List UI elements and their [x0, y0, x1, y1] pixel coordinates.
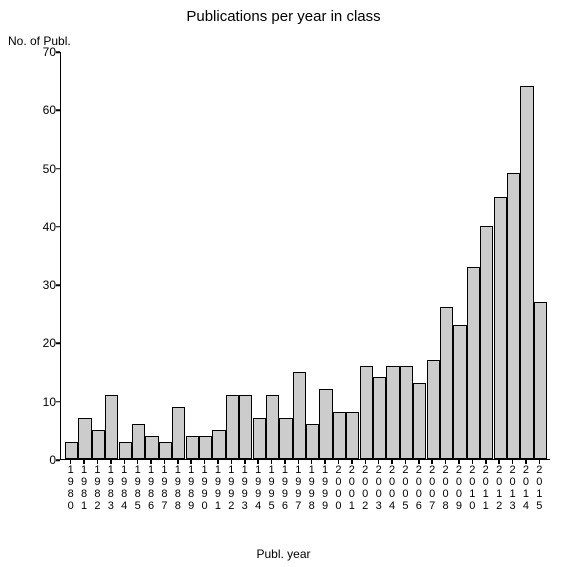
bar — [199, 436, 212, 459]
xtick-label: 1 9 9 6 — [278, 464, 291, 512]
bar — [386, 366, 399, 459]
bar — [467, 267, 480, 459]
xtick-label: 1 9 9 1 — [211, 464, 224, 512]
xtick-label: 1 9 9 0 — [198, 464, 211, 512]
xtick-label: 2 0 0 9 — [452, 464, 465, 512]
xtick-label: 2 0 1 3 — [506, 464, 519, 512]
publications-bar-chart: Publications per year in class No. of Pu… — [0, 0, 567, 567]
xtick-label: 1 9 8 0 — [64, 464, 77, 512]
bar — [293, 372, 306, 459]
bar — [453, 325, 466, 459]
bar — [494, 197, 507, 459]
bar — [440, 307, 453, 459]
ytick-label: 10 — [30, 395, 56, 409]
xtick-label: 2 0 1 4 — [519, 464, 532, 512]
bar — [427, 360, 440, 459]
bar — [306, 424, 319, 459]
xtick-label: 2 0 0 7 — [426, 464, 439, 512]
ytick-mark — [56, 226, 60, 228]
ytick-label: 20 — [30, 336, 56, 350]
xtick-label: 2 0 0 1 — [345, 464, 358, 512]
ytick-mark — [56, 343, 60, 345]
xtick-label: 2 0 1 0 — [466, 464, 479, 512]
bar — [105, 395, 118, 459]
xtick-label: 1 9 8 8 — [171, 464, 184, 512]
xtick-label: 2 0 1 5 — [533, 464, 546, 512]
bar — [373, 377, 386, 459]
bar — [65, 442, 78, 459]
ytick-label: 40 — [30, 220, 56, 234]
bar — [226, 395, 239, 459]
ytick-mark — [56, 401, 60, 403]
ytick-mark — [56, 168, 60, 170]
xtick-label: 2 0 0 6 — [412, 464, 425, 512]
bar — [186, 436, 199, 459]
bar — [520, 86, 533, 459]
xtick-label: 2 0 0 2 — [359, 464, 372, 512]
xtick-label: 1 9 8 3 — [104, 464, 117, 512]
xtick-label: 1 9 9 5 — [265, 464, 278, 512]
xtick-label: 1 9 8 9 — [185, 464, 198, 512]
bar — [346, 412, 359, 459]
ytick-label: 60 — [30, 103, 56, 117]
xtick-label: 2 0 0 8 — [439, 464, 452, 512]
xtick-label: 1 9 8 2 — [91, 464, 104, 512]
bar — [319, 389, 332, 459]
bar — [507, 173, 520, 459]
plot-area — [60, 52, 550, 460]
bar — [480, 226, 493, 459]
bar — [333, 412, 346, 459]
xtick-label: 1 9 9 4 — [251, 464, 264, 512]
chart-title: Publications per year in class — [0, 8, 567, 25]
bar — [172, 407, 185, 459]
bar — [360, 366, 373, 459]
xtick-label: 2 0 0 4 — [385, 464, 398, 512]
ytick-mark — [56, 459, 60, 461]
ytick-label: 30 — [30, 278, 56, 292]
ytick-mark — [56, 284, 60, 286]
xtick-label: 1 9 9 3 — [238, 464, 251, 512]
xtick-label: 1 9 8 6 — [144, 464, 157, 512]
xtick-label: 1 9 9 8 — [305, 464, 318, 512]
xtick-label: 2 0 0 3 — [372, 464, 385, 512]
ytick-label: 50 — [30, 162, 56, 176]
bar — [266, 395, 279, 459]
xtick-label: 2 0 1 2 — [492, 464, 505, 512]
bar — [413, 383, 426, 459]
bar — [119, 442, 132, 459]
bar — [92, 430, 105, 459]
xtick-label: 2 0 0 5 — [399, 464, 412, 512]
ytick-label: 70 — [30, 45, 56, 59]
bar — [78, 418, 91, 459]
xtick-label: 1 9 9 9 — [318, 464, 331, 512]
bars-group — [61, 52, 550, 459]
ytick-mark — [56, 51, 60, 53]
bar — [534, 302, 547, 459]
ytick-label: 0 — [30, 453, 56, 467]
bar — [145, 436, 158, 459]
bar — [279, 418, 292, 459]
xtick-label: 2 0 1 1 — [479, 464, 492, 512]
bar — [212, 430, 225, 459]
bar — [253, 418, 266, 459]
xtick-label: 1 9 8 4 — [118, 464, 131, 512]
x-axis-label: Publ. year — [0, 547, 567, 561]
xtick-label: 1 9 9 7 — [292, 464, 305, 512]
bar — [239, 395, 252, 459]
xtick-label: 1 9 8 5 — [131, 464, 144, 512]
xtick-label: 1 9 9 2 — [225, 464, 238, 512]
bar — [400, 366, 413, 459]
bar — [132, 424, 145, 459]
xtick-label: 1 9 8 1 — [77, 464, 90, 512]
bar — [159, 442, 172, 459]
xtick-label: 2 0 0 0 — [332, 464, 345, 512]
ytick-mark — [56, 110, 60, 112]
xtick-label: 1 9 8 7 — [158, 464, 171, 512]
